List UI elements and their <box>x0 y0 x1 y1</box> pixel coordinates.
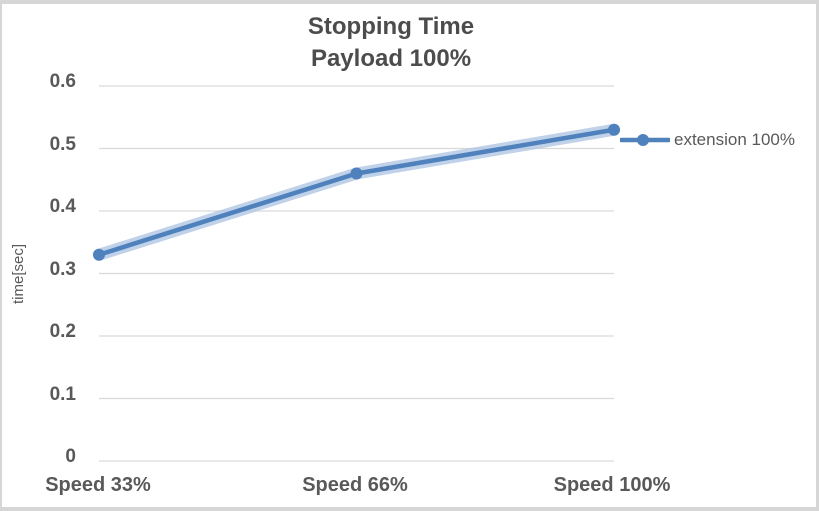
chart-title-line2: Payload 100% <box>310 45 472 72</box>
x-tick-label-speed-100: Speed 100% <box>553 474 671 496</box>
y-tick-label-0-4: 0.4 <box>49 196 76 217</box>
x-tick-label-speed-66: Speed 66% <box>302 474 408 496</box>
legend-series-label: extension 100% <box>674 130 795 149</box>
legend[interactable]: extension 100% <box>620 130 795 150</box>
series-extension-100 <box>93 123 620 261</box>
y-tick-label-0-6: 0.6 <box>49 71 76 92</box>
y-tick-label-0-2: 0.2 <box>49 321 76 342</box>
x-tick-label-speed-33: Speed 33% <box>45 474 151 496</box>
chart-title: Stopping Time Payload 100% <box>191 11 591 75</box>
y-tick-label-0-3: 0.3 <box>49 259 76 280</box>
y-tick-label-0-5: 0.5 <box>49 134 76 155</box>
chart-title-line1: Stopping Time <box>307 13 475 40</box>
legend-line-marker-icon <box>620 134 670 146</box>
y-tick-label-0: 0 <box>65 446 76 467</box>
plot-area <box>93 85 620 462</box>
y-tick-label-0-1: 0.1 <box>49 384 76 405</box>
